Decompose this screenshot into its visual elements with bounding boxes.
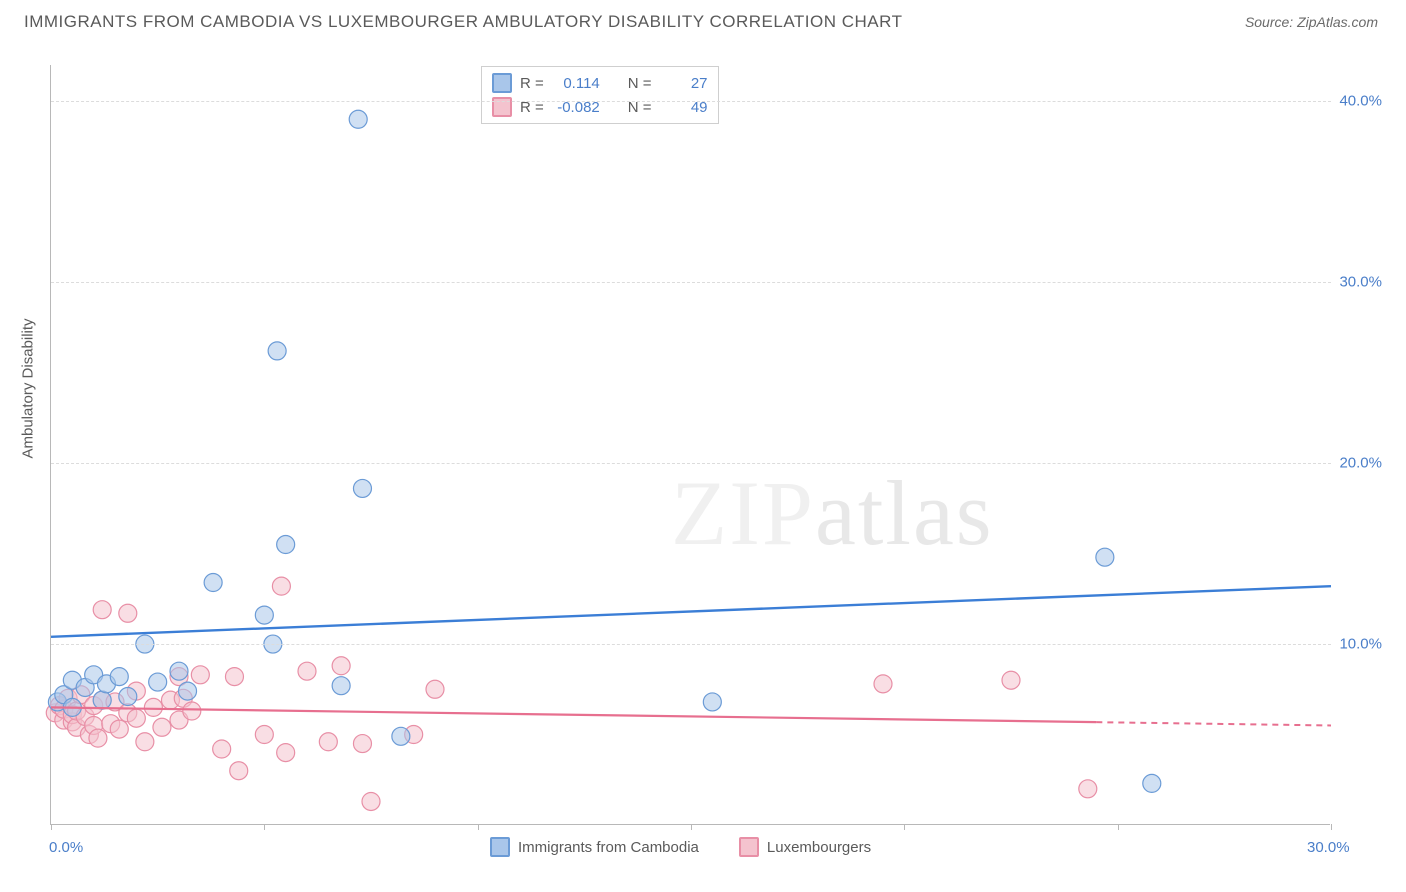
y-tick-label: 30.0% [1339,274,1382,291]
x-tick [51,824,52,830]
data-point [93,601,111,619]
data-point [298,662,316,680]
chart-area: ZIPatlas R = 0.114 N = 27 R = -0.082 N =… [50,65,1380,825]
chart-title: IMMIGRANTS FROM CAMBODIA VS LUXEMBOURGER… [24,12,903,32]
legend-item: Immigrants from Cambodia [490,837,699,857]
x-tick [478,824,479,830]
source-label: Source: ZipAtlas.com [1245,14,1378,30]
x-tick [264,824,265,830]
y-tick-label: 10.0% [1339,636,1382,653]
x-tick-label: 0.0% [49,839,83,856]
legend-row: R = 0.114 N = 27 [492,71,708,95]
r-value: 0.114 [552,75,600,92]
data-point [255,606,273,624]
legend-item: Luxembourgers [739,837,871,857]
plot-area: ZIPatlas R = 0.114 N = 27 R = -0.082 N =… [50,65,1330,825]
gridline [51,282,1331,283]
data-point [319,733,337,751]
data-point [332,657,350,675]
swatch-icon [490,837,510,857]
data-point [1002,671,1020,689]
trend-line-dashed [1096,722,1331,725]
data-point [144,698,162,716]
data-point [89,729,107,747]
gridline [51,463,1331,464]
data-point [1079,780,1097,798]
data-point [170,662,188,680]
y-axis-title: Ambulatory Disability [20,318,37,458]
data-point [874,675,892,693]
x-tick [1331,824,1332,830]
data-point [255,726,273,744]
swatch-icon [739,837,759,857]
data-point [353,735,371,753]
n-value: 27 [660,75,708,92]
data-point [110,720,128,738]
data-point [353,479,371,497]
x-tick [691,824,692,830]
scatter-plot-svg [51,65,1331,825]
data-point [183,702,201,720]
data-point [362,792,380,810]
trend-line [51,586,1331,637]
x-tick-label: 30.0% [1307,839,1350,856]
y-tick-label: 20.0% [1339,455,1382,472]
n-label: N = [628,75,652,92]
data-point [191,666,209,684]
series-legend: Immigrants from Cambodia Luxembourgers [490,837,871,857]
data-point [1143,774,1161,792]
legend-label: Luxembourgers [767,839,871,856]
data-point [703,693,721,711]
data-point [349,110,367,128]
data-point [225,668,243,686]
data-point [272,577,290,595]
data-point [119,604,137,622]
swatch-icon [492,97,512,117]
data-point [179,682,197,700]
data-point [213,740,231,758]
x-tick [904,824,905,830]
data-point [332,677,350,695]
trend-line [51,707,1096,722]
data-point [127,709,145,727]
gridline [51,644,1331,645]
legend-label: Immigrants from Cambodia [518,839,699,856]
correlation-legend: R = 0.114 N = 27 R = -0.082 N = 49 [481,66,719,124]
y-tick-label: 40.0% [1339,93,1382,110]
gridline [51,101,1331,102]
r-label: R = [520,75,544,92]
swatch-icon [492,73,512,93]
data-point [119,688,137,706]
data-point [426,680,444,698]
data-point [136,733,154,751]
data-point [149,673,167,691]
data-point [268,342,286,360]
x-tick [1118,824,1119,830]
data-point [230,762,248,780]
data-point [277,744,295,762]
data-point [204,574,222,592]
data-point [110,668,128,686]
data-point [1096,548,1114,566]
data-point [392,727,410,745]
data-point [153,718,171,736]
legend-row: R = -0.082 N = 49 [492,95,708,119]
data-point [93,691,111,709]
data-point [277,536,295,554]
